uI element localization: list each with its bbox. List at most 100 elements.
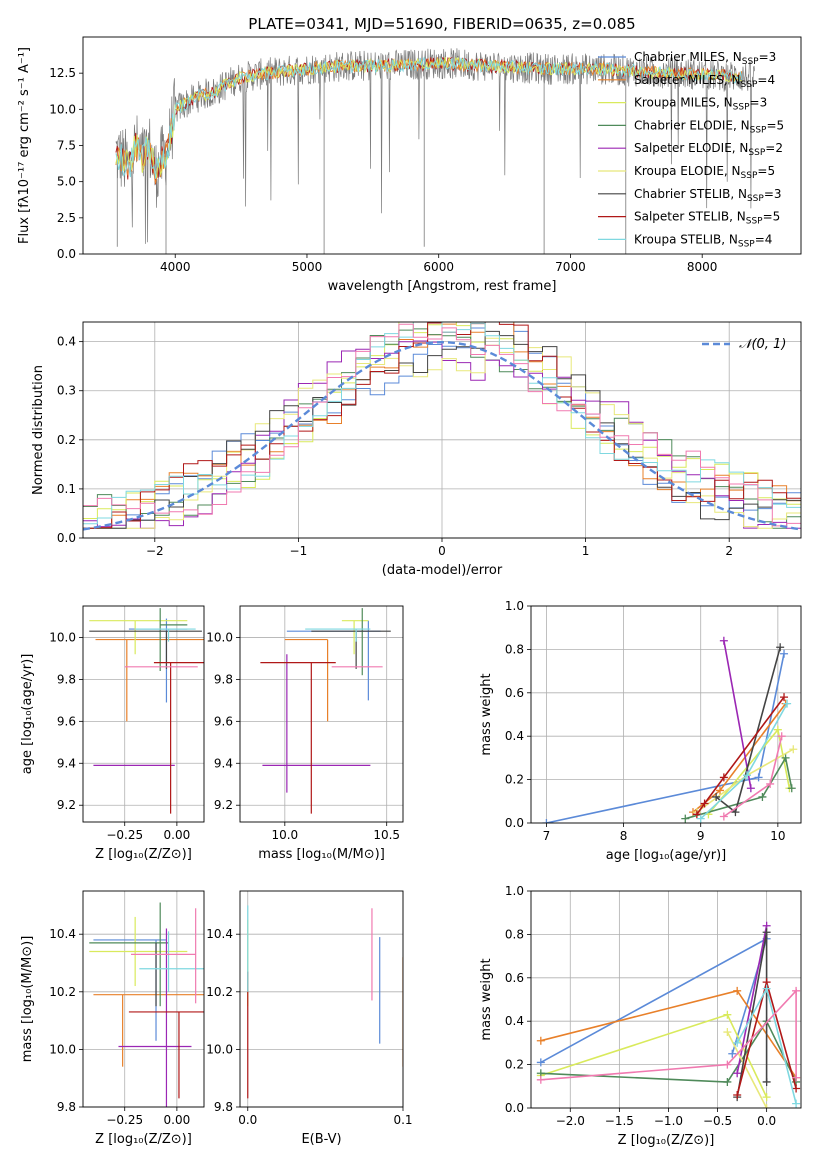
axes-spectrum: 4000 5000 6000 7000 8000 0.0 2.5 5.0 7.5 10.0 12.5…: [17, 36, 802, 294]
x-tick-label: 4000: [160, 260, 191, 274]
mass-weight-marker: [762, 928, 771, 937]
plot-area-mass_vs_EBV: [247, 905, 403, 1099]
y-tick-label: 0.4: [505, 729, 524, 743]
y-axis-label: mass weight: [479, 673, 494, 755]
y-tick-label: 0.4: [505, 1014, 524, 1028]
x-tick-label: 0: [438, 544, 446, 558]
mass-weight-marker: [781, 753, 790, 762]
y-tick-label: 9.2: [214, 798, 233, 812]
mass-weight-marker: [766, 779, 775, 788]
mass-weight-line: [540, 988, 797, 1081]
legend-model-name: Kroupa ELODIE, N: [634, 164, 741, 178]
x-axis-label: age [log₁₀(age/yr)]: [606, 848, 727, 863]
y-tick-label: 0.2: [57, 433, 76, 447]
mass-weight-marker: [762, 1104, 771, 1108]
legend-model-name: Chabrier ELODIE, N: [634, 118, 750, 132]
mass-weight-marker: [692, 810, 701, 819]
legend-entry-label: Kroupa MILES, NSSP=3: [634, 96, 767, 113]
legend-nssp-value: =5: [757, 164, 775, 178]
mass-weight-line: [685, 755, 793, 820]
legend-nssp-value: =2: [765, 141, 783, 155]
y-tick-label: 0.0: [57, 531, 76, 545]
mass-weight-marker: [762, 1077, 771, 1086]
x-tick-label: 8000: [687, 260, 718, 274]
x-axis-label: wavelength [Angstrom, rest frame]: [328, 279, 557, 294]
mass-weight-line: [723, 640, 752, 789]
mass-weight-marker: [743, 771, 751, 780]
y-tick-label: 0.6: [505, 686, 524, 700]
legend-entry-label: Chabrier STELIB, NSSP=3: [634, 187, 782, 204]
x-tick-label: 2: [725, 544, 733, 558]
y-tick-label: 0.0: [505, 1101, 524, 1115]
mass-weight-marker: [700, 799, 709, 808]
mass-weight-marker: [733, 1090, 742, 1099]
axes-frame: [530, 605, 802, 824]
mass-weight-marker: [783, 699, 792, 708]
mass-weight-marker: [746, 784, 755, 793]
y-tick-label: 0.0: [505, 816, 524, 830]
y-tick-label: 10.2: [206, 985, 233, 999]
axes-frame: [239, 890, 404, 1108]
mass-weight-marker: [723, 1028, 732, 1037]
y-tick-label: 9.8: [214, 1100, 233, 1114]
y-tick-label: 10.0: [49, 630, 76, 644]
axes-age_vs_mass: 10.0 10.5 9.2 9.4 9.6 9.8 10.0 mass [log₁₀(M/M⊙…: [206, 605, 404, 862]
axes-residuals: −2 −1 0 1 2 0.0 0.1 0.2 0.3 0.4 𝒩(0, 1) (data-model…: [31, 321, 802, 578]
x-tick-label: 0.0: [757, 1114, 776, 1128]
mass-weight-marker: [776, 643, 785, 652]
mass-weight-marker: [719, 773, 728, 782]
mass-weight-marker: [773, 725, 782, 734]
legend-subscript: SSP: [747, 194, 764, 204]
y-tick-label: 10.0: [206, 630, 233, 644]
y-tick-label: 10.4: [206, 927, 233, 941]
mass-weight-marker: [792, 1099, 801, 1108]
y-tick-label: 0.6: [505, 971, 524, 985]
y-tick-label: 1.0: [505, 884, 524, 898]
y-tick-label: 0.8: [505, 927, 524, 941]
legend-entry-label: Chabrier ELODIE, NSSP=5: [634, 118, 784, 135]
y-tick-label: 1.0: [505, 599, 524, 613]
mass-weight-line: [546, 653, 785, 823]
x-tick-label: 8: [620, 829, 628, 843]
y-tick-label: 0.1: [57, 482, 76, 496]
mass-weight-marker: [787, 784, 796, 793]
mass-weight-marker: [723, 1010, 732, 1019]
mass-weight-marker: [719, 812, 728, 821]
x-tick-label: −0.25: [106, 1113, 143, 1127]
y-axis-label: Flux [fλ10⁻¹⁷ erg cm⁻² s⁻¹ A⁻¹]: [17, 47, 32, 244]
mass-weight-marker: [723, 1060, 732, 1069]
mass-weight-marker: [696, 814, 705, 823]
legend-nssp-value: =5: [763, 210, 781, 224]
y-axis-label: mass weight: [479, 958, 494, 1040]
legend-entry-label: Kroupa ELODIE, NSSP=5: [634, 164, 775, 181]
plot-area-weight_vs_age: [542, 636, 798, 823]
mass-weight-line: [540, 1019, 797, 1083]
y-tick-label: 0.0: [57, 247, 76, 261]
legend-subscript: SSP: [741, 171, 758, 181]
y-tick-label: 10.0: [49, 1042, 76, 1056]
x-tick-label: 1: [582, 544, 590, 558]
y-tick-label: 9.4: [57, 756, 76, 770]
mass-weight-marker: [754, 773, 763, 782]
axes-mass_vs_Z: −0.25 0.00 9.8 10.0 10.2 10.4 Z [log₁₀(Z/Z⊙)] m…: [20, 890, 205, 1147]
y-tick-label: 0.4: [57, 335, 76, 349]
mass-weight-marker: [792, 1073, 801, 1082]
mass-weight-marker: [719, 636, 728, 645]
mass-weight-marker: [723, 1077, 732, 1086]
x-axis-label: E(B-V): [301, 1132, 341, 1147]
y-tick-label: 9.8: [57, 1100, 76, 1114]
legend-nssp-value: =3: [764, 187, 782, 201]
x-tick-label: −2: [146, 544, 164, 558]
x-tick-label: −2.0: [556, 1114, 585, 1128]
legend-model-name: Salpeter STELIB, N: [634, 210, 746, 224]
y-tick-label: 10.0: [206, 1042, 233, 1056]
x-tick-label: 7000: [555, 260, 586, 274]
x-tick-label: 10.5: [373, 828, 400, 842]
y-tick-label: 9.8: [57, 672, 76, 686]
x-tick-label: 0.00: [164, 828, 191, 842]
plot-area-residuals: [83, 322, 801, 531]
mass-weight-marker: [733, 986, 742, 995]
axes-frame: [82, 321, 802, 539]
